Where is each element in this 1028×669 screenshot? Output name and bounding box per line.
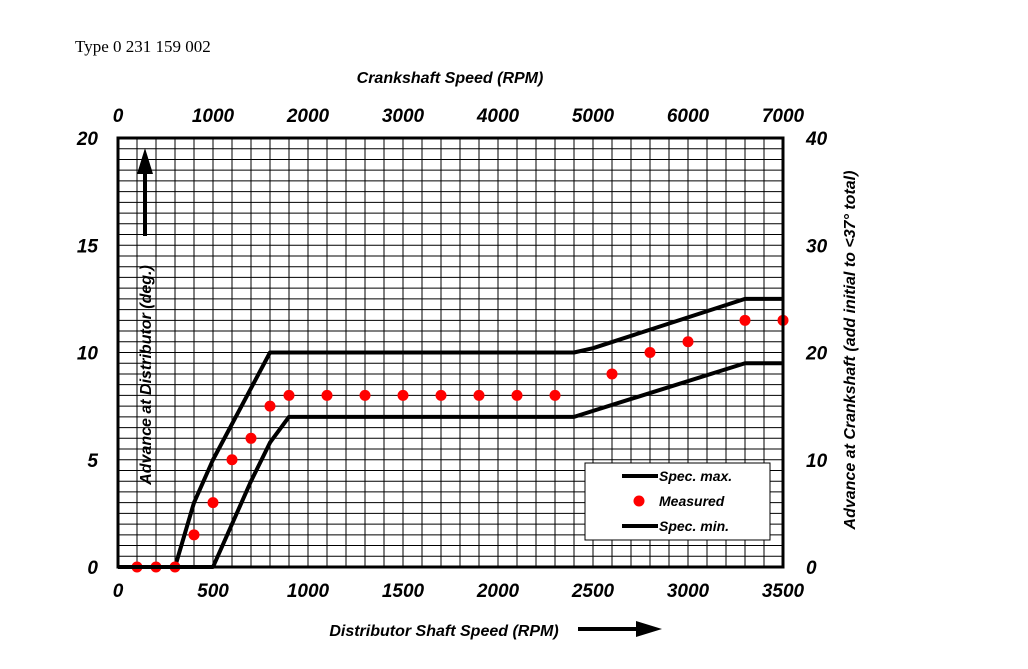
data-point-measured [207, 497, 219, 509]
data-point-measured [188, 529, 200, 541]
legend-box [584, 462, 771, 541]
y-tick-label: 5 [87, 451, 98, 472]
x-tick-label: 3000 [667, 581, 710, 602]
y-tick-label: 15 [77, 236, 99, 257]
data-point-measured [682, 336, 694, 348]
type-label: Type 0 231 159 002 [75, 37, 211, 56]
y2-tick-label: 0 [806, 558, 817, 579]
x-tick-label: 500 [197, 581, 229, 602]
series-line-spec-min [118, 361, 783, 569]
x2-tick-label: 7000 [762, 106, 805, 127]
data-point-measured [264, 400, 276, 412]
x-tick-label: 3500 [762, 581, 805, 602]
x-tick-label: 1000 [287, 581, 330, 602]
x-tick-label: 1500 [382, 581, 425, 602]
x-tick-label: 2500 [571, 581, 615, 602]
data-series [118, 296, 789, 573]
data-point-measured [435, 389, 447, 401]
legend-dot-marker [633, 495, 645, 507]
data-point-measured [283, 389, 295, 401]
y2-tick-label: 30 [806, 236, 828, 257]
y-tick-label: 0 [87, 558, 98, 579]
y2-axis-title: Advance at Crankshaft (add initial to <3… [842, 171, 859, 531]
data-point-measured [321, 389, 333, 401]
x2-tick-label: 1000 [192, 106, 235, 127]
x-axis-title: Distributor Shaft Speed (RPM) [329, 623, 558, 640]
data-point-measured [397, 389, 409, 401]
legend-label: Spec. max. [659, 468, 732, 484]
data-point-measured [644, 347, 656, 358]
data-point-measured [549, 389, 561, 401]
x-axis-arrow-icon [578, 621, 662, 637]
x-tick-label: 2000 [476, 581, 520, 602]
data-point-measured [739, 314, 751, 326]
x2-tick-label: 6000 [667, 106, 710, 127]
x2-axis-title: Crankshaft Speed (RPM) [357, 70, 544, 87]
y2-tick-label: 10 [806, 451, 828, 472]
data-point-measured [473, 389, 485, 401]
y2-tick-label: 20 [805, 344, 828, 365]
x2-tick-label: 5000 [572, 106, 615, 127]
data-point-measured [511, 389, 523, 401]
x2-tick-label: 0 [113, 106, 124, 127]
data-point-measured [359, 389, 371, 401]
y-tick-label: 10 [77, 344, 99, 365]
x2-tick-label: 3000 [382, 106, 425, 127]
legend-label: Spec. min. [659, 518, 729, 534]
plot-frame [116, 136, 785, 569]
x-tick-label: 0 [113, 581, 124, 602]
x2-tick-label: 2000 [286, 106, 330, 127]
y-tick-label: 20 [76, 129, 99, 150]
data-point-measured [245, 432, 257, 444]
legend-label: Measured [659, 493, 725, 509]
data-point-measured [606, 368, 618, 380]
y-axis-title: Advance at Distributor (deg.) [138, 265, 155, 486]
x2-tick-label: 4000 [476, 106, 520, 127]
data-point-measured [226, 454, 238, 466]
series-line-spec-max [118, 296, 783, 569]
y2-tick-label: 40 [805, 129, 828, 150]
y-axis-arrow-icon [137, 148, 153, 236]
legend: Spec. max. Measured Spec. min. [584, 462, 771, 541]
